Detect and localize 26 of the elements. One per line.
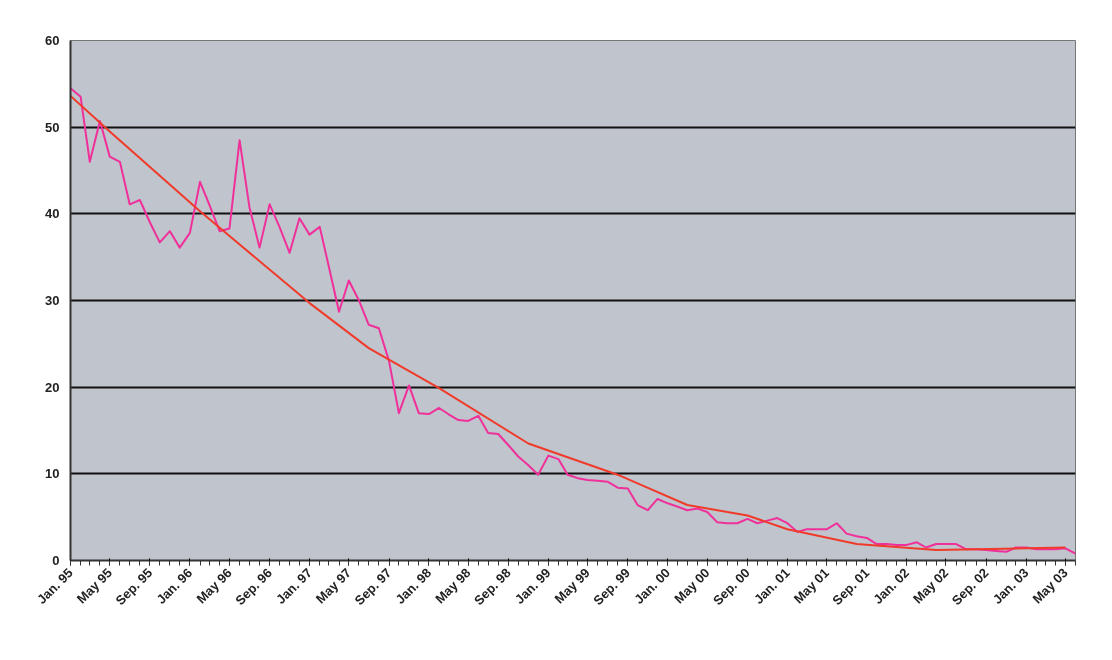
x-tick-label: Jan. 99	[511, 565, 554, 607]
y-tick-label: 30	[45, 293, 60, 308]
x-tick-label: Sep. 00	[709, 565, 753, 608]
x-tick-label: Jan. 03	[989, 565, 1032, 607]
y-tick-label: 50	[45, 119, 60, 135]
x-tick-label: Jan. 96	[153, 565, 196, 607]
x-tick-label: Sep. 02	[948, 565, 992, 608]
x-tick-label: Jan. 00	[631, 565, 673, 607]
x-tick-label: May 01	[790, 565, 832, 607]
x-tick-label: May 96	[193, 565, 235, 607]
x-tick-label: Sep. 96	[232, 565, 275, 608]
x-tick-label: Jan. 97	[273, 565, 315, 607]
x-tick-label: Jan. 98	[392, 565, 435, 607]
x-tick-label: Sep. 98	[470, 565, 514, 608]
y-tick-label: 20	[45, 379, 60, 395]
y-tick-label: 0	[52, 553, 60, 568]
x-tick-label: May 99	[551, 565, 593, 607]
x-tick-label: Jan. 02	[870, 565, 913, 607]
x-tick-label: Jan. 01	[750, 565, 793, 607]
y-tick-label: 10	[45, 466, 60, 482]
x-tick-label: Jan. 95	[34, 565, 76, 607]
y-tick-label: 60	[45, 33, 60, 48]
x-tick-label: May 03	[1029, 565, 1071, 607]
x-tick-label: Sep. 99	[590, 565, 634, 608]
y-tick-label: 40	[45, 206, 60, 222]
x-tick-label: Sep. 01	[829, 565, 873, 608]
